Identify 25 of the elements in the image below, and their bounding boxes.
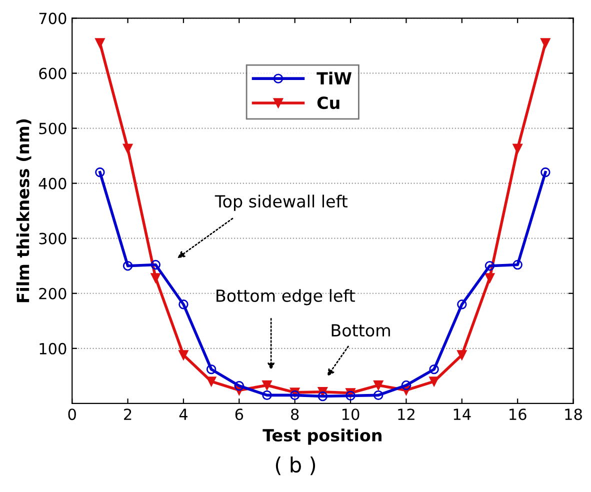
legend-label: Cu — [317, 96, 340, 110]
x-tick-label: 4 — [179, 408, 188, 420]
legend-label: TiW — [316, 72, 352, 84]
x-tick-label: 0 — [68, 408, 76, 420]
annotation: Bottom edge left — [216, 289, 355, 306]
x-axis-title: Test position — [262, 428, 382, 445]
y-tick-label: 300 — [39, 232, 66, 244]
y-tick-label: 200 — [39, 288, 66, 300]
y-axis-title: Film thickness (nm) — [16, 119, 32, 302]
x-tick-label: 6 — [235, 408, 244, 420]
annotation: Bottom — [332, 324, 390, 337]
y-tick-label: 100 — [40, 342, 66, 354]
x-tick-label: 16 — [510, 408, 526, 420]
x-tick-label: 12 — [398, 408, 414, 420]
y-tick-label: 700 — [39, 12, 66, 24]
y-tick-label: 600 — [39, 68, 66, 80]
text: ( b ) — [276, 456, 316, 476]
annotation: Top sidewall left — [214, 194, 348, 211]
y-tick-label: 500 — [39, 122, 66, 134]
y-tick-label: 400 — [38, 178, 66, 190]
x-tick-label: 10 — [342, 408, 360, 420]
x-tick-label: 14 — [454, 408, 471, 420]
x-tick-label: 8 — [291, 408, 299, 420]
x-tick-label: 18 — [565, 408, 582, 420]
x-tick-label: 2 — [124, 408, 132, 420]
